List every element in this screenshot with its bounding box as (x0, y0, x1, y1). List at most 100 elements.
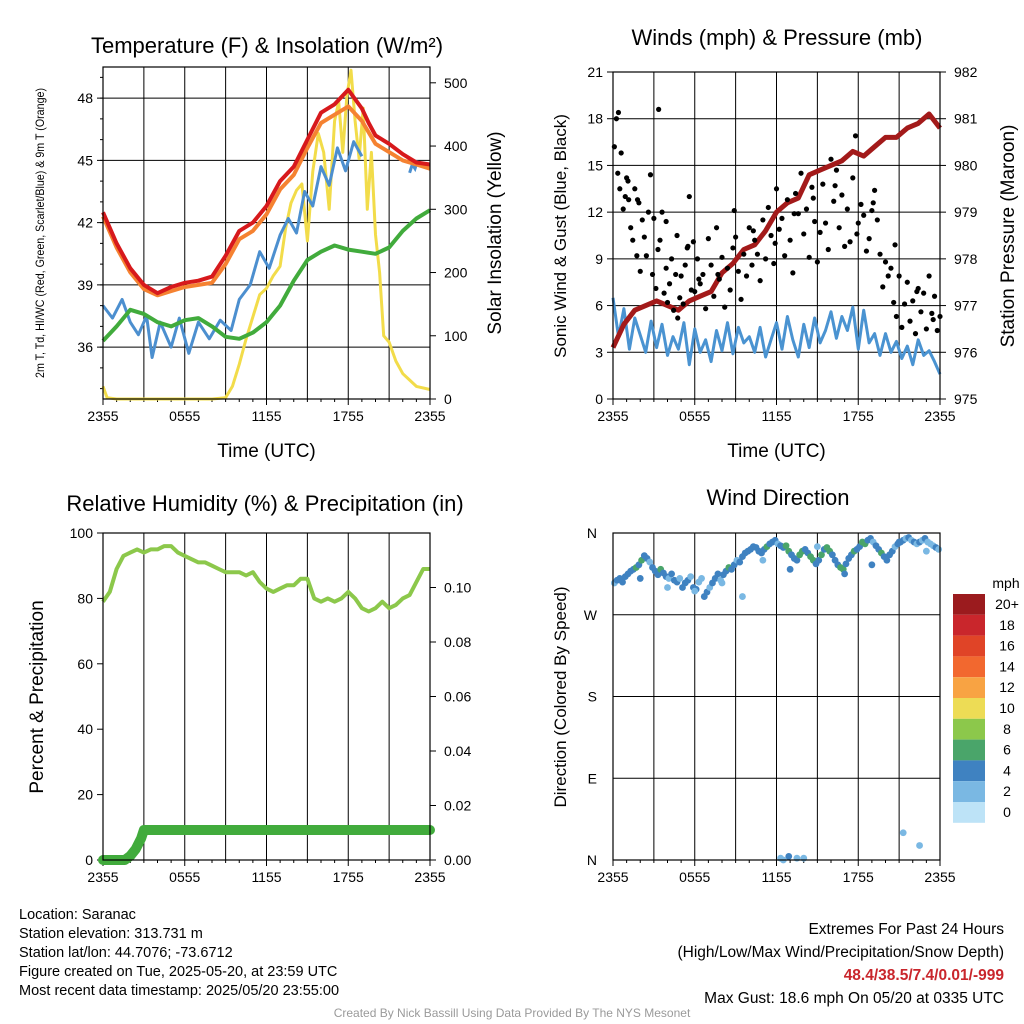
gust-point (647, 172, 654, 178)
x-tick-label: 2355 (597, 408, 628, 424)
x-axis-label: Time (UTC) (727, 441, 826, 462)
gust-point (634, 253, 640, 259)
y-tick-label: N (587, 525, 597, 541)
gust-point (773, 186, 780, 192)
gust-point (630, 237, 636, 243)
colorbar-swatch (953, 760, 985, 782)
gust-point (931, 293, 938, 299)
gust-point (668, 256, 675, 262)
direction-point (828, 551, 836, 559)
gust-point (831, 198, 837, 204)
gust-point (620, 206, 626, 212)
y2-tick-label: 200 (444, 265, 468, 281)
x-tick-label: 1155 (251, 408, 281, 424)
gust-point (666, 281, 673, 287)
y2-tick-label: 0 (444, 391, 452, 407)
gust-point (682, 262, 688, 268)
gust-point (892, 242, 898, 248)
created-text: Figure created on Tue, 2025-05-20, at 23… (19, 964, 338, 980)
gust-point (926, 273, 932, 279)
gust-point (686, 193, 692, 200)
direction-point (818, 551, 825, 559)
gust-point (923, 326, 929, 332)
gust-point (934, 327, 940, 334)
gust-point (891, 299, 897, 306)
y-tick-label: 48 (77, 90, 93, 106)
colorbar: mph 20+ 18 16 14 12 10 8 6 4 2 0 (953, 575, 1020, 823)
y-axis-label: Direction (Colored By Speed) (551, 586, 570, 807)
colorbar-swatch (953, 614, 985, 636)
gust-point (661, 290, 667, 296)
gust-point (719, 254, 725, 260)
gust-point (803, 206, 810, 212)
y2-tick-label: 400 (444, 138, 468, 154)
gust-point (904, 279, 910, 285)
direction-point (868, 561, 876, 569)
y2-axis-label: Station Pressure (Maroon) (998, 125, 1019, 348)
y-tick-label: 80 (77, 590, 93, 606)
direction-point (759, 556, 767, 564)
gust-point (643, 253, 649, 259)
direction-point (841, 570, 849, 578)
gust-point (730, 245, 736, 251)
colorbar-swatch (953, 635, 985, 657)
y-tick-label: 15 (587, 157, 603, 173)
panel-2: 2355 0555 1155 1755 2355 Relative Humidity (%… (27, 491, 471, 885)
direction-point (935, 545, 943, 553)
gust-point (641, 234, 647, 240)
gust-point (731, 207, 737, 214)
colorbar-swatch (953, 656, 985, 678)
gust-point (779, 215, 785, 221)
location-text: Location: Saranac (19, 907, 136, 923)
colorbar-label: 14 (999, 658, 1015, 674)
y-tick-label: 9 (595, 251, 603, 267)
y-tick-label: 39 (77, 277, 93, 293)
y2-tick-label: 500 (444, 75, 468, 91)
x-tick-label: 2355 (414, 869, 445, 885)
x-tick-label: 0555 (169, 408, 200, 424)
gust-point (697, 281, 703, 287)
extremes-title: Extremes For Past 24 Hours (808, 921, 1004, 938)
plot-frame (612, 71, 941, 400)
gust-point (888, 265, 894, 271)
y-tick-label: 0 (85, 852, 93, 868)
gust-point (625, 178, 631, 184)
gust-point (703, 306, 709, 312)
direction-point (785, 852, 793, 860)
direction-point (922, 547, 930, 555)
gust-point (615, 170, 621, 176)
gust-point (872, 187, 878, 193)
gust-point (847, 239, 853, 245)
gust-point (649, 271, 656, 278)
gust-point (727, 287, 733, 293)
x-tick-label: 1755 (333, 408, 364, 424)
gust-point (708, 262, 714, 268)
y2-tick-label: 978 (954, 251, 978, 267)
colorbar-label: 12 (999, 679, 1015, 695)
gust-point (673, 271, 679, 278)
x-tick-label: 2355 (87, 869, 118, 885)
colorbar-swatch (953, 594, 985, 615)
panel-0: 2355 0555 1155 1755 2355 Temperature (F) & In… (33, 33, 506, 462)
x-tick-label: 0555 (679, 869, 710, 885)
x-tick-label: 1755 (333, 869, 364, 885)
x-tick-label: 1155 (761, 408, 791, 424)
direction-point (619, 578, 626, 586)
colorbar-swatch (953, 781, 985, 802)
y-tick-label: 42 (77, 215, 93, 231)
gust-point (733, 234, 739, 240)
y2-tick-label: 981 (954, 111, 978, 127)
x-tick-label: 2355 (414, 408, 445, 424)
direction-point (687, 573, 695, 580)
elevation-text: Station elevation: 313.731 m (19, 926, 203, 942)
direction-point (698, 575, 705, 582)
gust-point (812, 218, 818, 225)
gust-point (626, 197, 632, 203)
gust-point (722, 304, 728, 310)
gust-point (930, 316, 936, 323)
chart-title: Wind Direction (706, 485, 849, 510)
gust-point (806, 254, 812, 260)
gust-point (929, 310, 935, 316)
gust-point (716, 276, 722, 282)
series-line-2m-t (101, 87, 431, 296)
